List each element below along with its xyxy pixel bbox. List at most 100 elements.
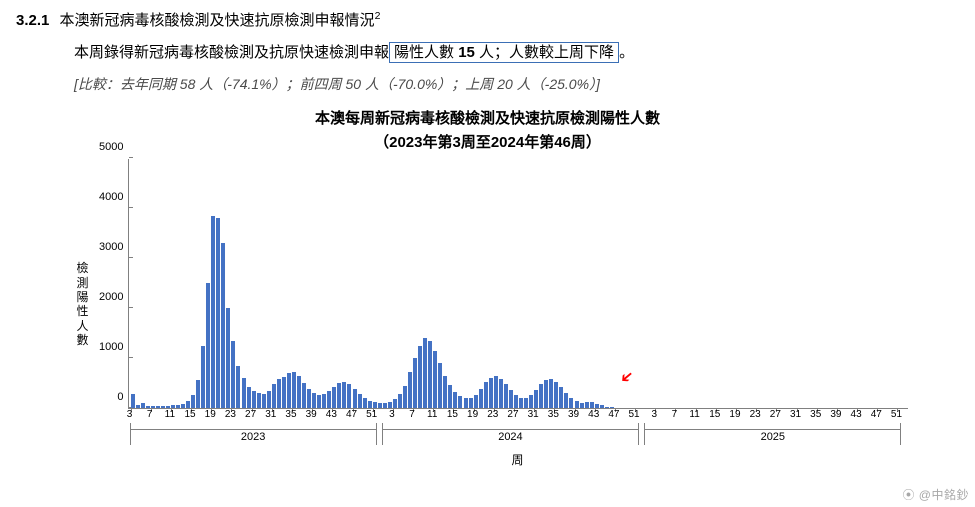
x-tick: 43 [588,409,599,420]
x-tick: 51 [629,409,640,420]
bar [514,395,518,408]
bar [539,384,543,408]
bar [287,373,291,408]
bar [398,394,402,408]
x-tick: 11 [427,409,437,420]
watermark: ⦿ @中銘鈔 [902,486,969,503]
bar [272,384,276,408]
bar [247,387,251,409]
summary-prefix: 本周錄得新冠病毒核酸檢測及抗原快速檢測申報 [74,44,389,61]
bar [428,341,432,409]
x-tick: 23 [750,409,761,420]
bar [590,402,594,409]
x-tick: 27 [507,409,518,420]
bar [226,308,230,408]
bar [504,384,508,408]
bar [337,383,341,408]
x-axis-label: 周 [128,451,908,468]
bar [312,393,316,408]
trend-word: 下降 [584,44,614,61]
bar [236,366,240,409]
bar [443,376,447,408]
x-tick: 47 [346,409,357,420]
section-heading: 3.2.1 本澳新冠病毒核酸檢測及快速抗原檢測申報情況2 [16,8,959,33]
x-tick: 7 [147,409,153,420]
x-tick: 27 [770,409,781,420]
bar [469,398,473,408]
x-tick: 39 [830,409,841,420]
bar [347,384,351,408]
bar [206,283,210,408]
bar [262,394,266,408]
x-tick: 11 [165,409,175,420]
bar [549,379,553,408]
bar [388,402,392,408]
y-tick: 4000 [88,191,124,203]
x-tick: 19 [467,409,478,420]
bar [479,389,483,408]
x-tick: 27 [245,409,256,420]
bar [378,403,382,409]
bar [282,377,286,408]
bar [580,403,584,409]
bar [297,376,301,409]
section-number: 3.2.1 [16,12,49,29]
x-tick: 15 [447,409,458,420]
bar [519,398,523,408]
bar [181,404,185,408]
arrow-indicator: ➔ [615,365,638,389]
x-tick: 43 [851,409,862,420]
bar [418,346,422,409]
x-tick: 7 [409,409,415,420]
bar [403,386,407,409]
bar [196,380,200,408]
bar [610,407,614,408]
bar [191,395,195,408]
bar [146,406,150,409]
x-tick: 51 [891,409,902,420]
bar [534,390,538,408]
bar [413,358,417,408]
bar [458,396,462,408]
footnote-mark: 2 [375,10,381,22]
x-tick: 19 [205,409,216,420]
bar [600,405,604,408]
bar [569,398,573,409]
comparison-line: [比較：去年同期 58 人（-74.1%）；前四周 50 人（-70.0%）；上… [74,72,959,97]
x-tick: 35 [548,409,559,420]
positive-count: 15 [458,44,475,61]
plot-area: ➔ [128,159,908,409]
x-tick: 39 [568,409,579,420]
bar [131,394,135,408]
x-tick: 31 [790,409,801,420]
bar [408,372,412,408]
bar [221,243,225,408]
highlighted-box: 陽性人數 15 人；人數較上周下降 [389,42,619,63]
bar [257,393,261,408]
bar [368,401,372,409]
bar [161,406,165,408]
year-segment: 2023 [130,423,377,445]
bar [494,376,498,408]
bar [393,399,397,408]
bar [524,398,528,408]
y-tick: 0 [88,391,124,403]
chart: 本澳每周新冠病毒核酸檢測及快速抗原檢測陽性人數 （2023年第3周至2024年第… [68,107,908,468]
bar [292,372,296,408]
bar [358,394,362,408]
x-ticks: 3711151923273135394347513711151923273135… [128,409,908,423]
bar [353,389,357,408]
bar [342,382,346,408]
bar [141,403,145,409]
bar [544,380,548,408]
bar [136,405,140,408]
bar [302,383,306,408]
bar [277,379,281,408]
bar [564,393,568,409]
bar [322,394,326,408]
bar [489,378,493,408]
year-segment: 2024 [382,423,639,445]
x-tick: 35 [285,409,296,420]
bar [448,385,452,408]
bar [211,216,215,409]
